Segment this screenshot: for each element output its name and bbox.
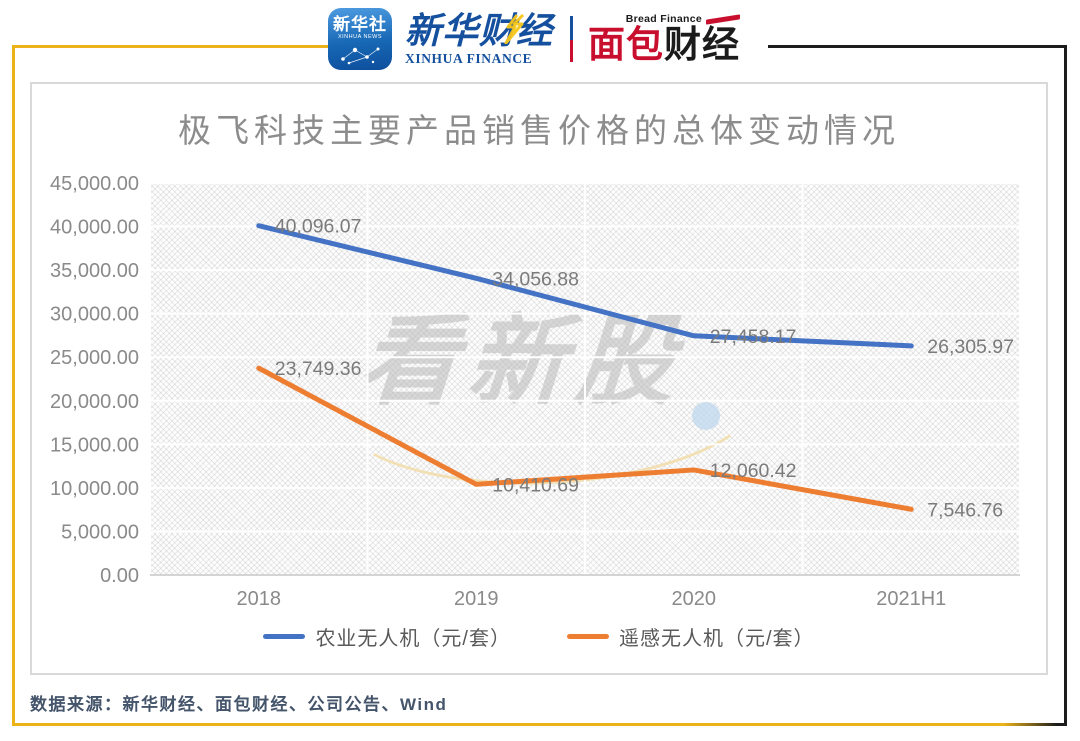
xinhua-news-app-icon: 新华社 XINHUA NEWS <box>328 8 392 70</box>
xinhua-finance-en: XINHUA FINANCE <box>405 50 533 66</box>
xinhua-news-sublabel: XINHUA NEWS <box>337 34 382 40</box>
header-logos: 新华社 XINHUA NEWS 新华财经 XINHUA FINANCE <box>328 0 768 78</box>
bread-finance-en: Bread Finance <box>625 13 703 25</box>
logo-divider <box>570 16 574 62</box>
watermark-dot <box>692 402 720 430</box>
chart-container: 极飞科技主要产品销售价格的总体变动情况 看新股 农业无人机（元/套） 遥感无人机… <box>30 82 1048 675</box>
legend-label-agriculture-drone: 农业无人机（元/套） <box>315 627 511 650</box>
watermark-text: 看新股 <box>356 306 688 416</box>
xinhua-news-label: 新华社 <box>333 15 387 34</box>
legend: 农业无人机（元/套） 遥感无人机（元/套） <box>32 620 1046 652</box>
legend-marker-remote-sensing-drone <box>567 633 609 639</box>
bread-finance-cn-dark: 财经 <box>664 24 741 65</box>
legend-label-remote-sensing-drone: 遥感无人机（元/套） <box>619 627 815 650</box>
frame-border-left <box>12 45 15 726</box>
legend-marker-agriculture-drone <box>263 633 306 639</box>
xinhua-finance-logo: 新华财经 XINHUA FINANCE <box>405 12 553 67</box>
bread-finance-en-row: Bread Finance <box>625 13 741 25</box>
data-source: 数据来源：新华财经、面包财经、公司公告、Wind <box>30 695 448 714</box>
lightning-bolt-icon <box>504 13 525 44</box>
frame-border-right <box>1064 45 1067 726</box>
bread-finance-cn-red: 面包 <box>588 24 665 65</box>
bread-finance-accent <box>706 13 741 25</box>
frame-border-bottom <box>12 723 1067 726</box>
bread-finance-cn: 面包财经 <box>588 25 740 65</box>
xinhua-finance-cn: 新华财经 <box>405 10 554 51</box>
network-dots-icon <box>341 47 380 65</box>
legend-item-agriculture-drone: 农业无人机（元/套） <box>263 622 511 651</box>
bread-finance-logo: Bread Finance 面包财经 <box>588 13 741 65</box>
chart-title: 极飞科技主要产品销售价格的总体变动情况 <box>178 112 900 149</box>
legend-item-remote-sensing-drone: 遥感无人机（元/套） <box>567 622 815 651</box>
